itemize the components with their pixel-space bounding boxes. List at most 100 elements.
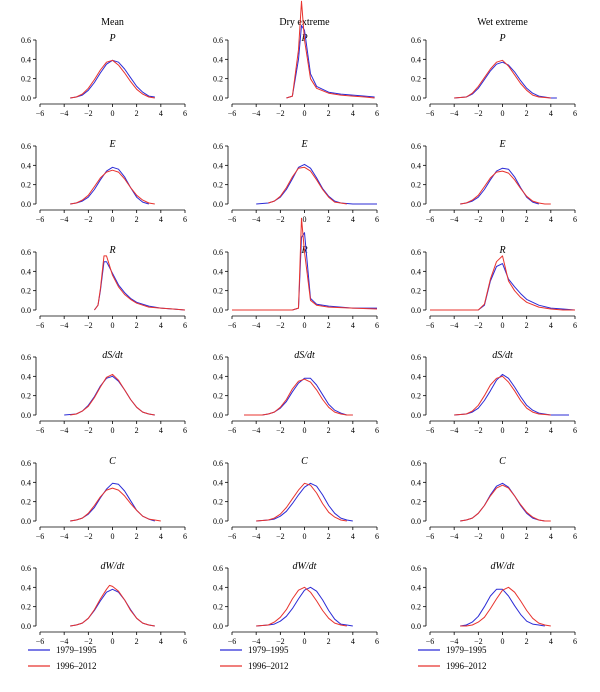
x-tick-label: −4 bbox=[252, 637, 261, 646]
x-tick-label: −6 bbox=[36, 426, 45, 435]
y-tick-label: 0.0 bbox=[213, 94, 223, 103]
x-tick-label: 2 bbox=[327, 532, 331, 541]
x-tick-label: 2 bbox=[327, 215, 331, 224]
y-tick-label: 0.4 bbox=[411, 161, 421, 170]
x-tick-label: 0 bbox=[111, 321, 115, 330]
x-tick-label: −6 bbox=[228, 215, 237, 224]
x-tick-label: 2 bbox=[135, 637, 139, 646]
y-tick-label: 0.4 bbox=[21, 478, 31, 487]
series-line-blue bbox=[256, 163, 377, 205]
legend-label: 1979–1995 bbox=[56, 645, 97, 655]
x-tick-label: 0 bbox=[501, 532, 505, 541]
x-tick-label: −6 bbox=[36, 532, 45, 541]
y-tick-label: 0.6 bbox=[411, 142, 421, 151]
y-tick-label: 0.2 bbox=[21, 75, 31, 84]
y-tick-label: 0.2 bbox=[411, 181, 421, 190]
x-tick-label: 4 bbox=[159, 532, 163, 541]
y-tick-label: 0.0 bbox=[411, 517, 421, 526]
y-tick-label: 0.2 bbox=[213, 287, 223, 296]
x-tick-label: 4 bbox=[159, 426, 163, 435]
y-tick-label: 0.6 bbox=[21, 248, 31, 257]
x-tick-label: 0 bbox=[303, 637, 307, 646]
x-tick-label: −6 bbox=[36, 109, 45, 118]
y-tick-label: 0.0 bbox=[411, 200, 421, 209]
x-tick-label: −4 bbox=[450, 426, 459, 435]
x-tick-label: 2 bbox=[525, 426, 529, 435]
column-title: Dry extreme bbox=[279, 17, 330, 28]
y-tick-label: 0.6 bbox=[213, 564, 223, 573]
y-tick-label: 0.0 bbox=[411, 306, 421, 315]
series-line-red bbox=[232, 217, 378, 311]
x-tick-label: −6 bbox=[426, 637, 435, 646]
x-tick-label: 0 bbox=[303, 321, 307, 330]
y-tick-label: 0.2 bbox=[213, 498, 223, 507]
x-tick-label: −2 bbox=[474, 532, 483, 541]
x-tick-label: 6 bbox=[573, 426, 577, 435]
y-tick-label: 0.0 bbox=[21, 94, 31, 103]
x-tick-label: 4 bbox=[351, 109, 355, 118]
y-tick-label: 0.2 bbox=[213, 603, 223, 612]
x-tick-label: −4 bbox=[60, 532, 69, 541]
x-tick-label: 4 bbox=[549, 426, 553, 435]
x-tick-label: 4 bbox=[351, 215, 355, 224]
y-tick-label: 0.6 bbox=[21, 459, 31, 468]
panel-title: P bbox=[108, 33, 115, 44]
x-tick-label: −2 bbox=[84, 321, 93, 330]
x-tick-label: 6 bbox=[183, 532, 187, 541]
x-tick-label: 4 bbox=[351, 532, 355, 541]
y-tick-label: 0.4 bbox=[411, 478, 421, 487]
x-tick-label: 6 bbox=[375, 321, 379, 330]
y-tick-label: 0.4 bbox=[411, 55, 421, 64]
x-tick-label: 4 bbox=[159, 321, 163, 330]
series-line-red bbox=[70, 373, 155, 416]
y-tick-label: 0.4 bbox=[213, 267, 223, 276]
x-tick-label: 6 bbox=[375, 215, 379, 224]
panel-title: E bbox=[498, 139, 505, 150]
series-line-red bbox=[460, 586, 551, 627]
x-tick-label: 0 bbox=[501, 321, 505, 330]
y-tick-label: 0.4 bbox=[213, 372, 223, 381]
x-tick-label: −2 bbox=[84, 215, 93, 224]
y-tick-label: 0.4 bbox=[21, 161, 31, 170]
x-tick-label: 6 bbox=[573, 637, 577, 646]
x-tick-label: 0 bbox=[303, 426, 307, 435]
x-tick-label: 2 bbox=[135, 426, 139, 435]
x-tick-label: −4 bbox=[252, 109, 261, 118]
panel-title: C bbox=[109, 456, 116, 467]
y-tick-label: 0.0 bbox=[411, 94, 421, 103]
y-tick-label: 0.4 bbox=[213, 478, 223, 487]
series-line-red bbox=[256, 482, 347, 522]
x-tick-label: 0 bbox=[111, 532, 115, 541]
x-tick-label: −4 bbox=[60, 321, 69, 330]
x-tick-label: 0 bbox=[303, 532, 307, 541]
x-tick-label: 6 bbox=[375, 426, 379, 435]
x-tick-label: −6 bbox=[228, 321, 237, 330]
y-tick-label: 0.4 bbox=[213, 55, 223, 64]
y-tick-label: 0.0 bbox=[21, 622, 31, 631]
x-tick-label: −2 bbox=[474, 321, 483, 330]
x-tick-label: 6 bbox=[573, 532, 577, 541]
x-tick-label: 0 bbox=[111, 426, 115, 435]
x-tick-label: −4 bbox=[252, 532, 261, 541]
x-tick-label: 4 bbox=[549, 215, 553, 224]
panel-title: P bbox=[498, 33, 505, 44]
y-tick-label: 0.4 bbox=[21, 583, 31, 592]
y-tick-label: 0.6 bbox=[213, 36, 223, 45]
legend-label: 1979–1995 bbox=[248, 645, 289, 655]
x-tick-label: −4 bbox=[60, 215, 69, 224]
y-tick-label: 0.6 bbox=[213, 353, 223, 362]
y-tick-label: 0.4 bbox=[21, 372, 31, 381]
y-tick-label: 0.2 bbox=[411, 287, 421, 296]
y-tick-label: 0.2 bbox=[213, 392, 223, 401]
x-tick-label: −6 bbox=[228, 426, 237, 435]
x-tick-label: 0 bbox=[501, 637, 505, 646]
y-tick-label: 0.4 bbox=[213, 161, 223, 170]
x-tick-label: 6 bbox=[573, 321, 577, 330]
x-tick-label: 4 bbox=[159, 215, 163, 224]
x-tick-label: 2 bbox=[525, 321, 529, 330]
panel-title: R bbox=[108, 245, 115, 256]
x-tick-label: −6 bbox=[36, 321, 45, 330]
x-tick-label: −6 bbox=[426, 215, 435, 224]
x-tick-label: −4 bbox=[60, 426, 69, 435]
